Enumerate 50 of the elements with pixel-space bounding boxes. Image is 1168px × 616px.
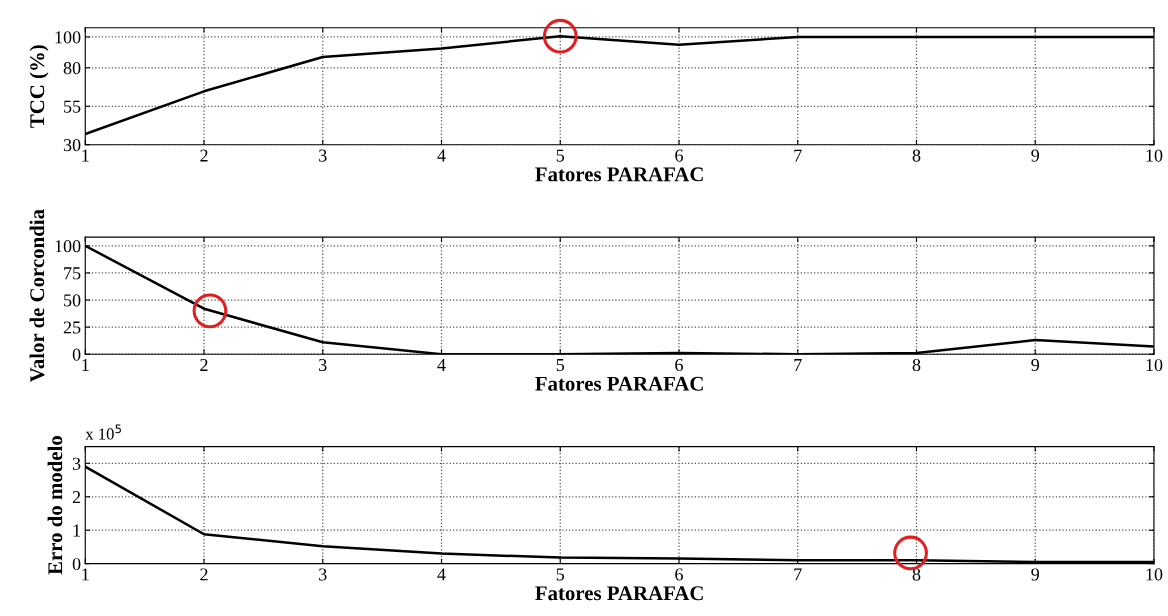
y-tick-label: 100 [55,240,81,253]
x-tick-label: 9 [1031,149,1040,162]
x-axis-title: Fatores PARAFAC [535,376,703,391]
y-tick-label: 50 [64,294,81,307]
x-tick-label: 4 [437,359,446,371]
x-tick-label: 8 [912,149,921,162]
x-tick-label: 2 [200,149,208,162]
x-tick-label: 8 [912,568,921,581]
x-tick-label: 4 [437,149,446,162]
y-tick-label: 75 [64,267,81,280]
x-tick-label: 3 [319,358,327,372]
x-tick-label: 1 [82,568,89,581]
x-tick-label: 2 [200,568,208,581]
x-tick-label: 9 [1031,568,1040,581]
x-axis-title: Fatores PARAFAC [535,167,703,182]
x-tick-label: 7 [794,568,802,581]
x-tick-label: 6 [675,358,683,372]
y-tick-label: 2 [72,491,81,504]
x-tick-label: 10 [1146,568,1163,581]
y-tick-label: 0 [72,348,81,361]
x-tick-label: 9 [1031,358,1040,372]
x-tick-label: 5 [556,359,565,372]
x-tick-label: 7 [794,359,802,371]
x-tick-label: 10 [1146,149,1163,162]
y-tick-label: 0 [72,557,81,571]
x-tick-label: 1 [82,149,89,162]
x-tick-label: 5 [556,568,565,581]
text: x 10$^{5}$ [85,424,121,440]
y-tick-label: 30 [63,139,81,152]
y-axis-title: Valor de Corcondia [29,209,45,383]
x-tick-label: 6 [675,149,683,162]
x-tick-label: 7 [794,149,802,162]
x-tick-label: 2 [200,358,208,371]
x-tick-label: 1 [82,358,89,371]
y-tick-label: 3 [72,457,81,470]
y-axis-title: TCC (%) [29,45,49,128]
x-tick-label: 8 [912,358,921,372]
x-tick-label: 4 [437,568,446,581]
x-tick-label: 3 [319,568,327,581]
y-axis-title: Erro do modelo [47,436,63,575]
y-tick-label: 1 [73,524,81,537]
x-tick-label: 3 [319,149,327,162]
x-tick-label: 10 [1146,358,1163,372]
y-tick-label: 100 [55,31,81,44]
y-tick-label: 55 [64,100,81,113]
x-tick-label: 5 [556,149,565,162]
x-tick-label: 6 [675,568,683,581]
x-axis-title: Fatores PARAFAC [535,586,703,601]
y-tick-label: 80 [63,62,81,75]
y-tick-label: 25 [63,321,81,334]
